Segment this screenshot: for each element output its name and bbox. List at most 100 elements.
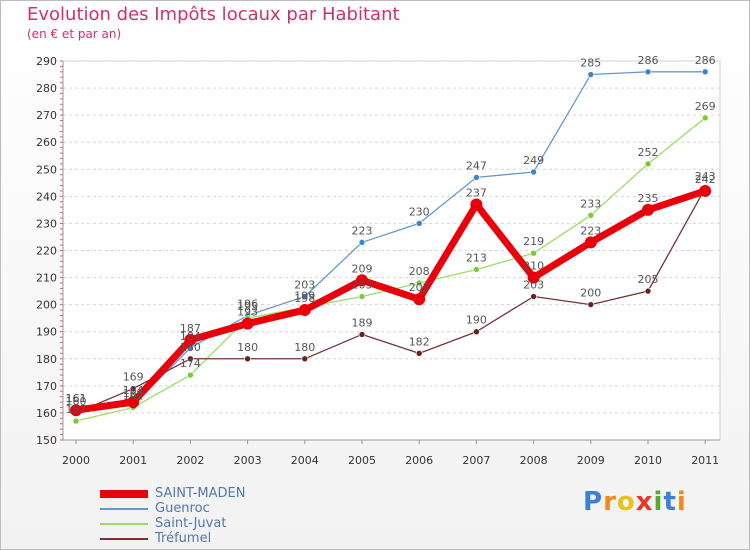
y-tick-label: 260	[36, 136, 57, 149]
data-label-guenroc: 286	[695, 54, 716, 67]
series-point-guenroc	[358, 239, 366, 246]
series-point-saint-maden	[470, 198, 483, 211]
data-label-saint-juvat: 219	[523, 235, 544, 248]
data-label-trefumel: 189	[352, 316, 373, 329]
series-point-trefumel	[415, 350, 423, 357]
series-point-trefumel	[244, 355, 251, 363]
y-tick-label: 270	[36, 109, 57, 122]
series-point-guenroc	[701, 68, 709, 76]
series-point-trefumel	[644, 287, 652, 295]
data-label-trefumel: 205	[638, 273, 659, 286]
series-point-saint-maden	[642, 203, 654, 216]
series-point-saint-maden	[527, 271, 540, 284]
logo-letter: t	[663, 487, 677, 517]
data-label-trefumel: 169	[123, 371, 144, 384]
x-tick-label: 2000	[62, 454, 90, 467]
legend-item-saint-maden: SAINT-MADEN	[100, 486, 360, 501]
data-label-guenroc: 161	[66, 392, 87, 405]
y-tick-label: 280	[36, 82, 57, 95]
data-label-guenroc: 223	[352, 224, 373, 237]
logo-letter: i	[653, 487, 664, 517]
y-tick-label: 210	[36, 272, 57, 285]
y-tick-label: 150	[36, 434, 57, 447]
series-point-trefumel	[530, 293, 537, 300]
data-label-trefumel: 182	[409, 335, 430, 348]
data-label-saint-juvat: 208	[409, 265, 430, 278]
data-label-saint-juvat: 213	[466, 251, 487, 264]
series-point-saint-maden	[127, 396, 140, 409]
x-tick-label: 2009	[577, 454, 605, 467]
series-point-saint-juvat	[587, 212, 595, 219]
series-point-saint-maden	[356, 274, 368, 287]
y-tick-label: 250	[36, 163, 57, 176]
series-point-trefumel	[587, 301, 595, 308]
y-tick-label: 290	[36, 55, 57, 68]
series-line-guenroc	[75, 71, 706, 411]
data-label-trefumel: 200	[580, 287, 601, 300]
legend-swatch-trefumel	[100, 538, 148, 540]
logo-letter: i	[676, 487, 687, 517]
data-label-trefumel: 190	[466, 314, 487, 327]
chart-title: Evolution des Impôts locaux par Habitant	[27, 4, 400, 25]
data-label-saint-juvat: 252	[638, 146, 659, 159]
data-label-saint-maden: 193	[237, 306, 258, 319]
series-point-saint-maden	[298, 304, 311, 317]
data-label-guenroc: 203	[294, 279, 315, 292]
series-point-guenroc	[415, 220, 423, 227]
data-label-trefumel: 160	[66, 395, 87, 408]
x-tick-label: 2010	[634, 454, 662, 467]
legend-item-guenroc: Guenroc	[100, 501, 360, 516]
series-point-guenroc	[530, 168, 537, 176]
data-label-saint-juvat: 199	[294, 289, 315, 302]
y-tick-label: 180	[36, 353, 57, 366]
data-label-saint-maden: 161	[66, 392, 87, 405]
legend-item-trefumel: Tréfumel	[100, 531, 360, 546]
data-label-guenroc: 196	[237, 297, 258, 310]
series-point-saint-maden	[241, 317, 254, 330]
data-label-saint-maden: 202	[409, 281, 430, 294]
y-tick-label: 170	[36, 380, 57, 393]
data-label-trefumel: 180	[237, 341, 258, 354]
x-tick-label: 2006	[405, 454, 433, 467]
x-tick-label: 2007	[462, 454, 490, 467]
data-label-saint-maden: 198	[294, 292, 315, 305]
series-point-guenroc	[473, 174, 480, 181]
data-label-saint-juvat: 203	[352, 279, 373, 292]
data-label-guenroc: 230	[409, 205, 430, 218]
data-label-saint-juvat: 195	[237, 300, 258, 313]
series-point-saint-juvat	[473, 266, 480, 273]
data-label-trefumel: 180	[294, 341, 315, 354]
legend-label-saint-juvat: Saint-Juvat	[155, 516, 227, 531]
y-tick-label: 230	[36, 217, 57, 230]
y-tick-label: 220	[36, 245, 57, 258]
series-point-saint-juvat	[415, 279, 423, 287]
x-tick-label: 2001	[119, 454, 147, 467]
x-tick-label: 2002	[176, 454, 204, 467]
x-tick-label: 2011	[691, 454, 719, 467]
legend-item-saint-juvat: Saint-Juvat	[100, 516, 360, 531]
data-label-guenroc: 163	[123, 387, 144, 400]
data-label-saint-maden: 209	[352, 262, 373, 275]
x-tick-label: 2003	[234, 454, 262, 467]
series-point-trefumel	[473, 328, 480, 336]
chart-subtitle: (en € et par an)	[27, 27, 122, 41]
legend-label-trefumel: Tréfumel	[155, 531, 212, 546]
series-point-trefumel	[187, 355, 194, 363]
series-point-saint-juvat	[358, 293, 366, 300]
series-point-saint-maden	[699, 184, 712, 197]
series-point-saint-juvat	[187, 371, 194, 379]
legend-label-saint-maden: SAINT-MADEN	[155, 486, 246, 501]
legend-swatch-guenroc	[100, 508, 148, 510]
data-label-guenroc: 286	[638, 54, 659, 67]
logo-letter: r	[603, 487, 617, 517]
data-label-saint-maden: 187	[180, 322, 201, 335]
data-label-saint-maden: 237	[466, 186, 487, 199]
logo-letter: x	[635, 487, 654, 517]
series-point-trefumel	[129, 385, 137, 392]
data-label-saint-maden: 210	[523, 260, 544, 273]
data-label-saint-juvat: 269	[695, 100, 716, 113]
series-point-saint-juvat	[72, 417, 80, 425]
legend-swatch-saint-juvat	[100, 523, 148, 525]
data-label-trefumel: 203	[523, 279, 544, 292]
